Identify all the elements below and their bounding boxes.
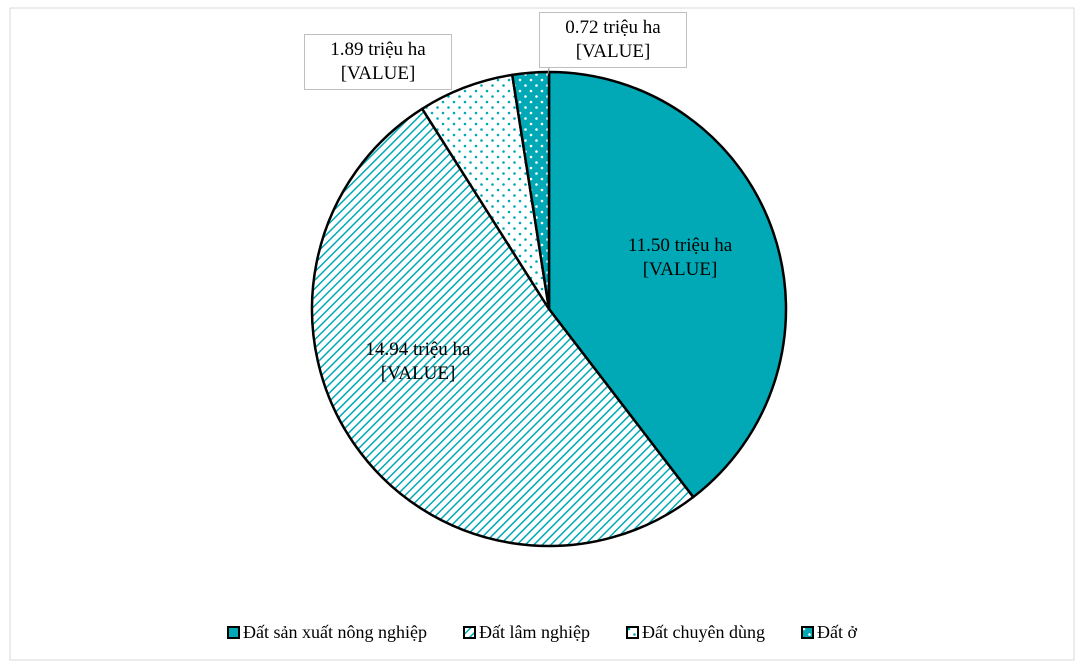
legend-marker [800, 626, 814, 639]
legend: Đất sản xuất nông nghiệp Đất lâm nghiệp Đấ… [0, 622, 1084, 643]
data-label: 1.89 triệu ha [VALUE] [304, 34, 452, 90]
data-label: 11.50 triệu ha [VALUE] [627, 235, 733, 280]
pie-slice [547, 70, 788, 499]
legend-label: Đất ở [816, 622, 857, 642]
legend-item: Đất ở [800, 622, 857, 643]
legend-marker [463, 626, 476, 639]
pie-slice [510, 70, 551, 311]
legend-marker [227, 626, 241, 639]
chart-frame [9, 7, 1075, 661]
legend-label: Đất lâm nghiệp [479, 622, 590, 642]
pie-slice [310, 107, 695, 548]
legend-label: Đất sản xuất nông nghiệp [243, 622, 427, 642]
legend-marker [625, 626, 639, 639]
legend-item: Đất sản xuất nông nghiệp [227, 622, 427, 643]
legend-item: Đất lâm nghiệp [463, 622, 590, 643]
data-label: 0.72 triệu ha [VALUE] [539, 12, 687, 68]
legend-item: Đất chuyên dùng [625, 622, 765, 643]
leader-line [547, 67, 550, 75]
legend-label: Đất chuyên dùng [641, 622, 765, 642]
data-label: 14.94 triệu ha [VALUE] [365, 339, 471, 384]
